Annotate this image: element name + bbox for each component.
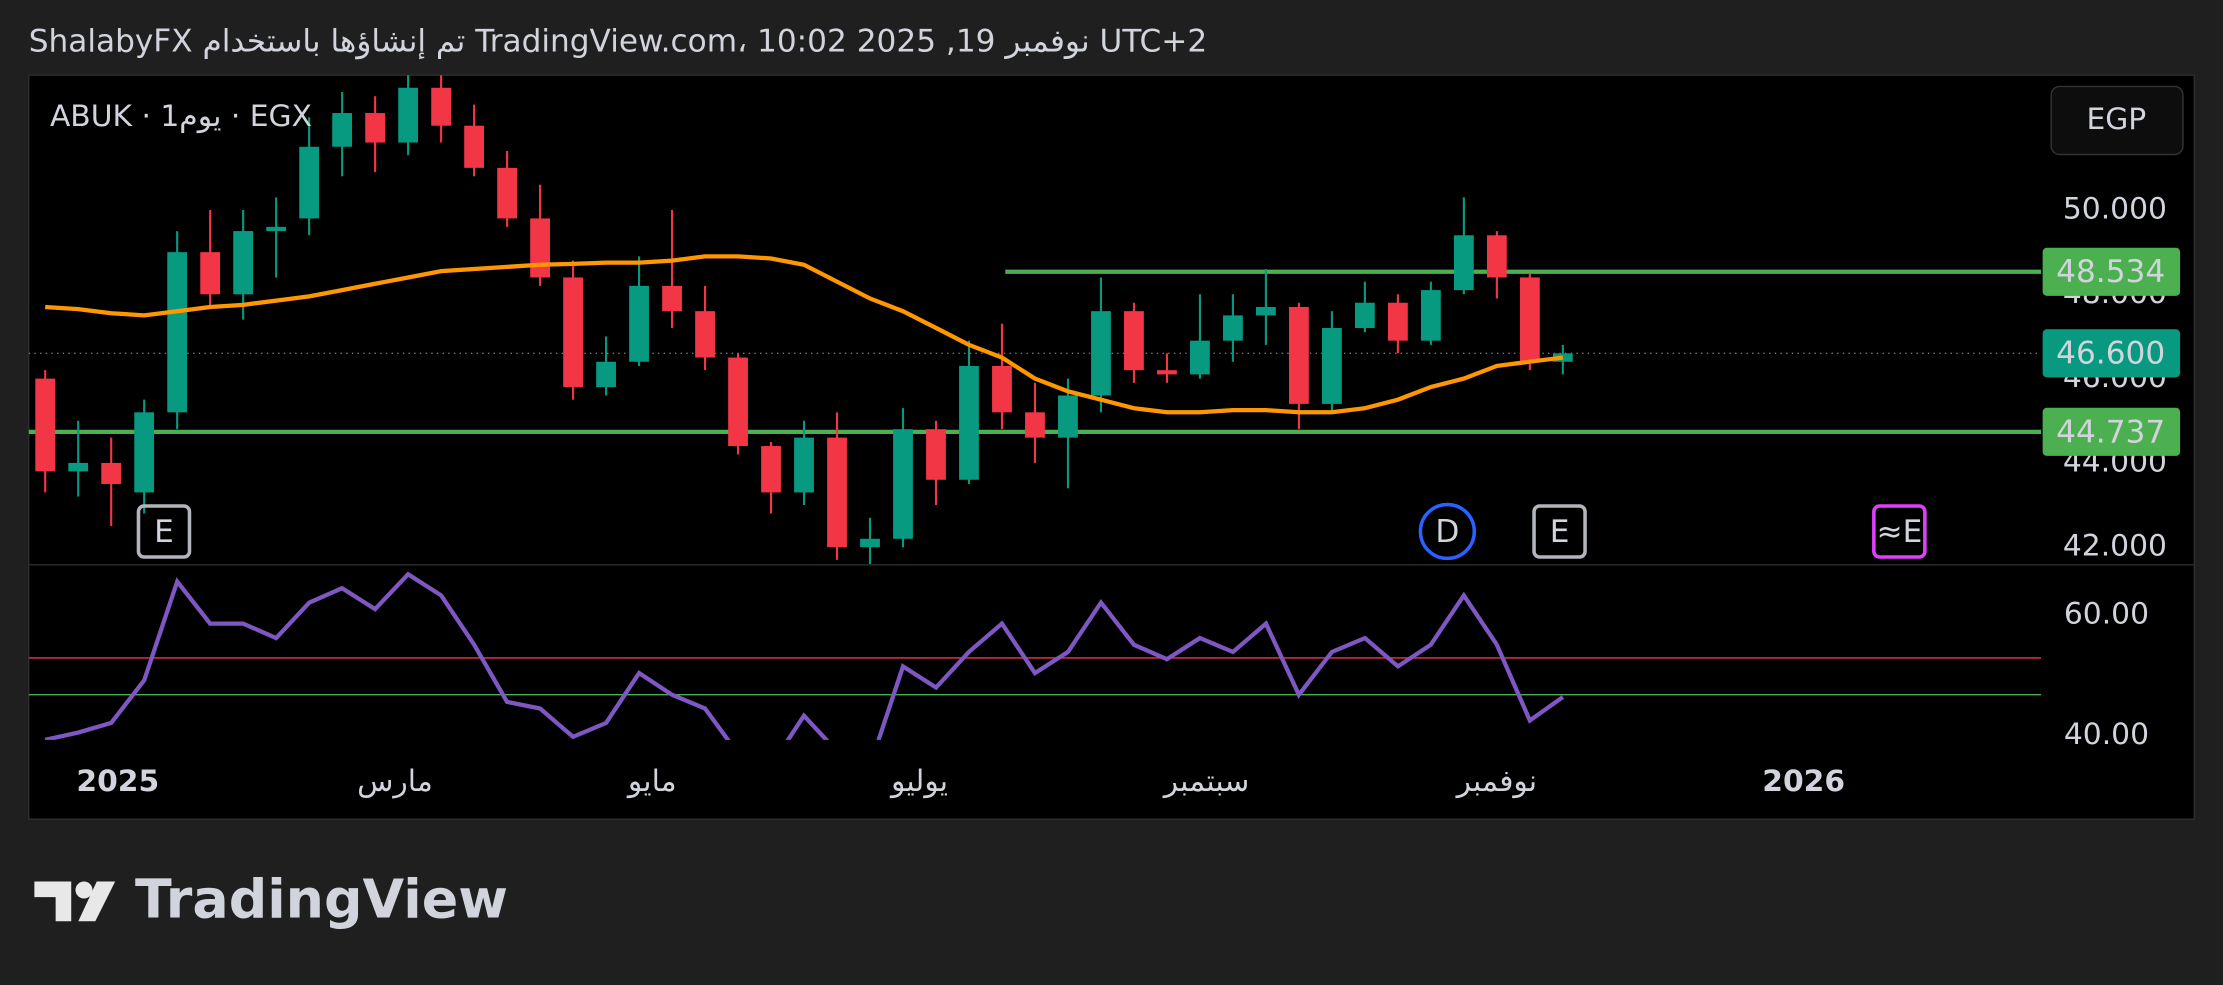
candle-body <box>959 365 979 480</box>
candle-body <box>1157 370 1177 375</box>
candle-body <box>1420 290 1441 341</box>
x-tick-label: 2026 <box>1762 764 1845 799</box>
footer-logo <box>34 881 116 922</box>
x-tick-label: سبتمبر <box>1162 764 1249 799</box>
logo-mark <box>75 881 93 899</box>
price-pane <box>28 75 2042 565</box>
candle-body <box>860 538 880 548</box>
moving-average <box>45 254 1564 415</box>
price-badge-label: 44.737 <box>2056 414 2165 450</box>
candle-body <box>134 412 155 493</box>
x-tick-label: مايو <box>626 764 677 799</box>
candle-body <box>167 252 188 413</box>
event-label: ≈E <box>1876 514 1922 550</box>
candle-body <box>728 357 748 447</box>
price-badge <box>2042 329 2181 378</box>
x-tick-label: نوفمبر <box>1455 764 1537 799</box>
price-badge-label: 46.600 <box>2056 336 2165 372</box>
candle-body <box>398 87 419 143</box>
currency-button[interactable] <box>2050 85 2184 156</box>
event-marker <box>1872 504 1927 559</box>
candle-body <box>1091 311 1111 396</box>
event-label: E <box>1550 514 1570 550</box>
candle-body <box>893 429 913 539</box>
candle-body <box>332 113 353 147</box>
candle-body <box>1486 235 1507 278</box>
header-title: ShalabyFX تم إنشاؤها باستخدام TradingVie… <box>29 24 1208 60</box>
candle-body <box>233 231 254 295</box>
y-tick-label: 42.000 <box>2063 529 2167 564</box>
candle-body <box>1124 311 1144 371</box>
x-tick-label: 2025 <box>76 764 159 799</box>
candle-body <box>1387 302 1408 341</box>
candle-body <box>431 87 452 126</box>
currency-label[interactable]: EGP <box>2086 102 2146 137</box>
candle-body <box>1256 306 1276 316</box>
x-tick-label: مارس <box>357 764 433 799</box>
y-tick-label: 40.00 <box>2064 717 2149 752</box>
price-badge <box>2042 247 2181 296</box>
candle-body <box>530 218 550 278</box>
candle-body <box>200 252 221 295</box>
y-tick-label: 50.000 <box>2063 191 2167 226</box>
candle-body <box>1354 302 1375 329</box>
event-marker <box>1418 502 1477 561</box>
y-tick-label: 60.00 <box>2064 597 2149 632</box>
candle-body <box>992 365 1012 413</box>
rsi-pane <box>28 571 2042 740</box>
candle-body <box>1190 340 1210 375</box>
price-badge <box>2042 407 2181 456</box>
logo-mark <box>78 881 116 922</box>
candle-body <box>497 167 517 219</box>
candle-body <box>266 226 287 232</box>
event-label: E <box>154 514 174 550</box>
candle-body <box>761 446 781 493</box>
price-badge-label: 48.534 <box>2056 254 2165 290</box>
candle-body <box>1223 315 1243 341</box>
candle-body <box>1289 306 1309 404</box>
chart-panel <box>28 74 2195 820</box>
candle-body <box>596 361 616 388</box>
candle-body <box>1058 395 1078 438</box>
candle-body <box>365 113 386 143</box>
x-tick-label: يوليو <box>889 764 948 799</box>
candle-body <box>1519 277 1540 362</box>
candle-body <box>101 462 122 484</box>
footer-brand: TradingView <box>135 867 508 930</box>
candle-body <box>1321 328 1342 404</box>
candle-body <box>1025 412 1045 438</box>
event-marker <box>1532 504 1587 559</box>
candle-body <box>695 311 715 358</box>
candle-body <box>68 462 89 472</box>
candle-body <box>629 285 649 362</box>
event-marker <box>136 504 192 559</box>
logo-mark <box>34 881 72 922</box>
candle-body <box>662 285 682 312</box>
candle-body <box>299 146 320 219</box>
candle-body <box>1453 235 1474 291</box>
candle-body <box>563 277 583 388</box>
candle-body <box>794 437 814 493</box>
candle-body <box>827 437 847 548</box>
candle-body <box>926 429 946 480</box>
event-label: D <box>1435 514 1459 550</box>
candle-body <box>464 125 484 168</box>
symbol-label: ABUK · 1يوم · EGX <box>50 99 312 134</box>
overlay: 42.00044.00046.00048.00050.0002025مارسما… <box>76 191 2181 799</box>
rsi-line <box>44 571 1565 740</box>
candle-body <box>35 378 56 472</box>
